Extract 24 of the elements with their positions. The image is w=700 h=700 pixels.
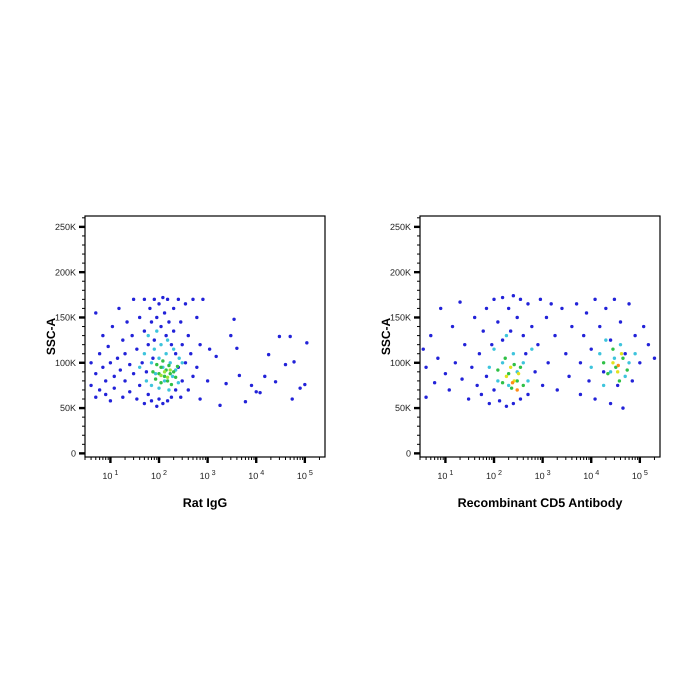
y-tick-label: 150K <box>390 312 411 323</box>
x-tick-label: 10$^{3}$ <box>534 468 551 481</box>
x-tick-label: 10$^{4}$ <box>583 468 600 481</box>
y-tick-label: 150K <box>54 312 76 323</box>
y-tick-label: 250K <box>390 222 411 232</box>
y-tick-label: 0 <box>406 448 411 459</box>
x-tick-label: 10$^{1}$ <box>102 468 118 481</box>
x-axis-title: Rat IgG <box>182 496 228 510</box>
x-tick-label: 10$^{5}$ <box>296 468 313 481</box>
x-tick-label: 10$^{1}$ <box>437 468 454 481</box>
x-tick-label: 10$^{4}$ <box>248 468 264 481</box>
y-tick-label: 250K <box>54 222 76 232</box>
x-tick-label: 10$^{2}$ <box>151 468 168 481</box>
y-tick-label: 100K <box>54 358 76 368</box>
x-axis-title: Recombinant CD5 Antibody <box>458 496 622 510</box>
x-tick-label: 10$^{3}$ <box>200 468 216 481</box>
x-tick-label: 10$^{5}$ <box>632 468 648 481</box>
y-tick-label: 50K <box>60 403 76 414</box>
y-tick-label: 200K <box>390 267 411 278</box>
x-tick-label: 10$^{2}$ <box>486 468 502 481</box>
y-tick-label: 50K <box>394 403 411 414</box>
y-tick-label: 100K <box>390 358 411 368</box>
y-tick-label: 200K <box>54 267 76 278</box>
y-tick-label: 0 <box>70 448 76 459</box>
